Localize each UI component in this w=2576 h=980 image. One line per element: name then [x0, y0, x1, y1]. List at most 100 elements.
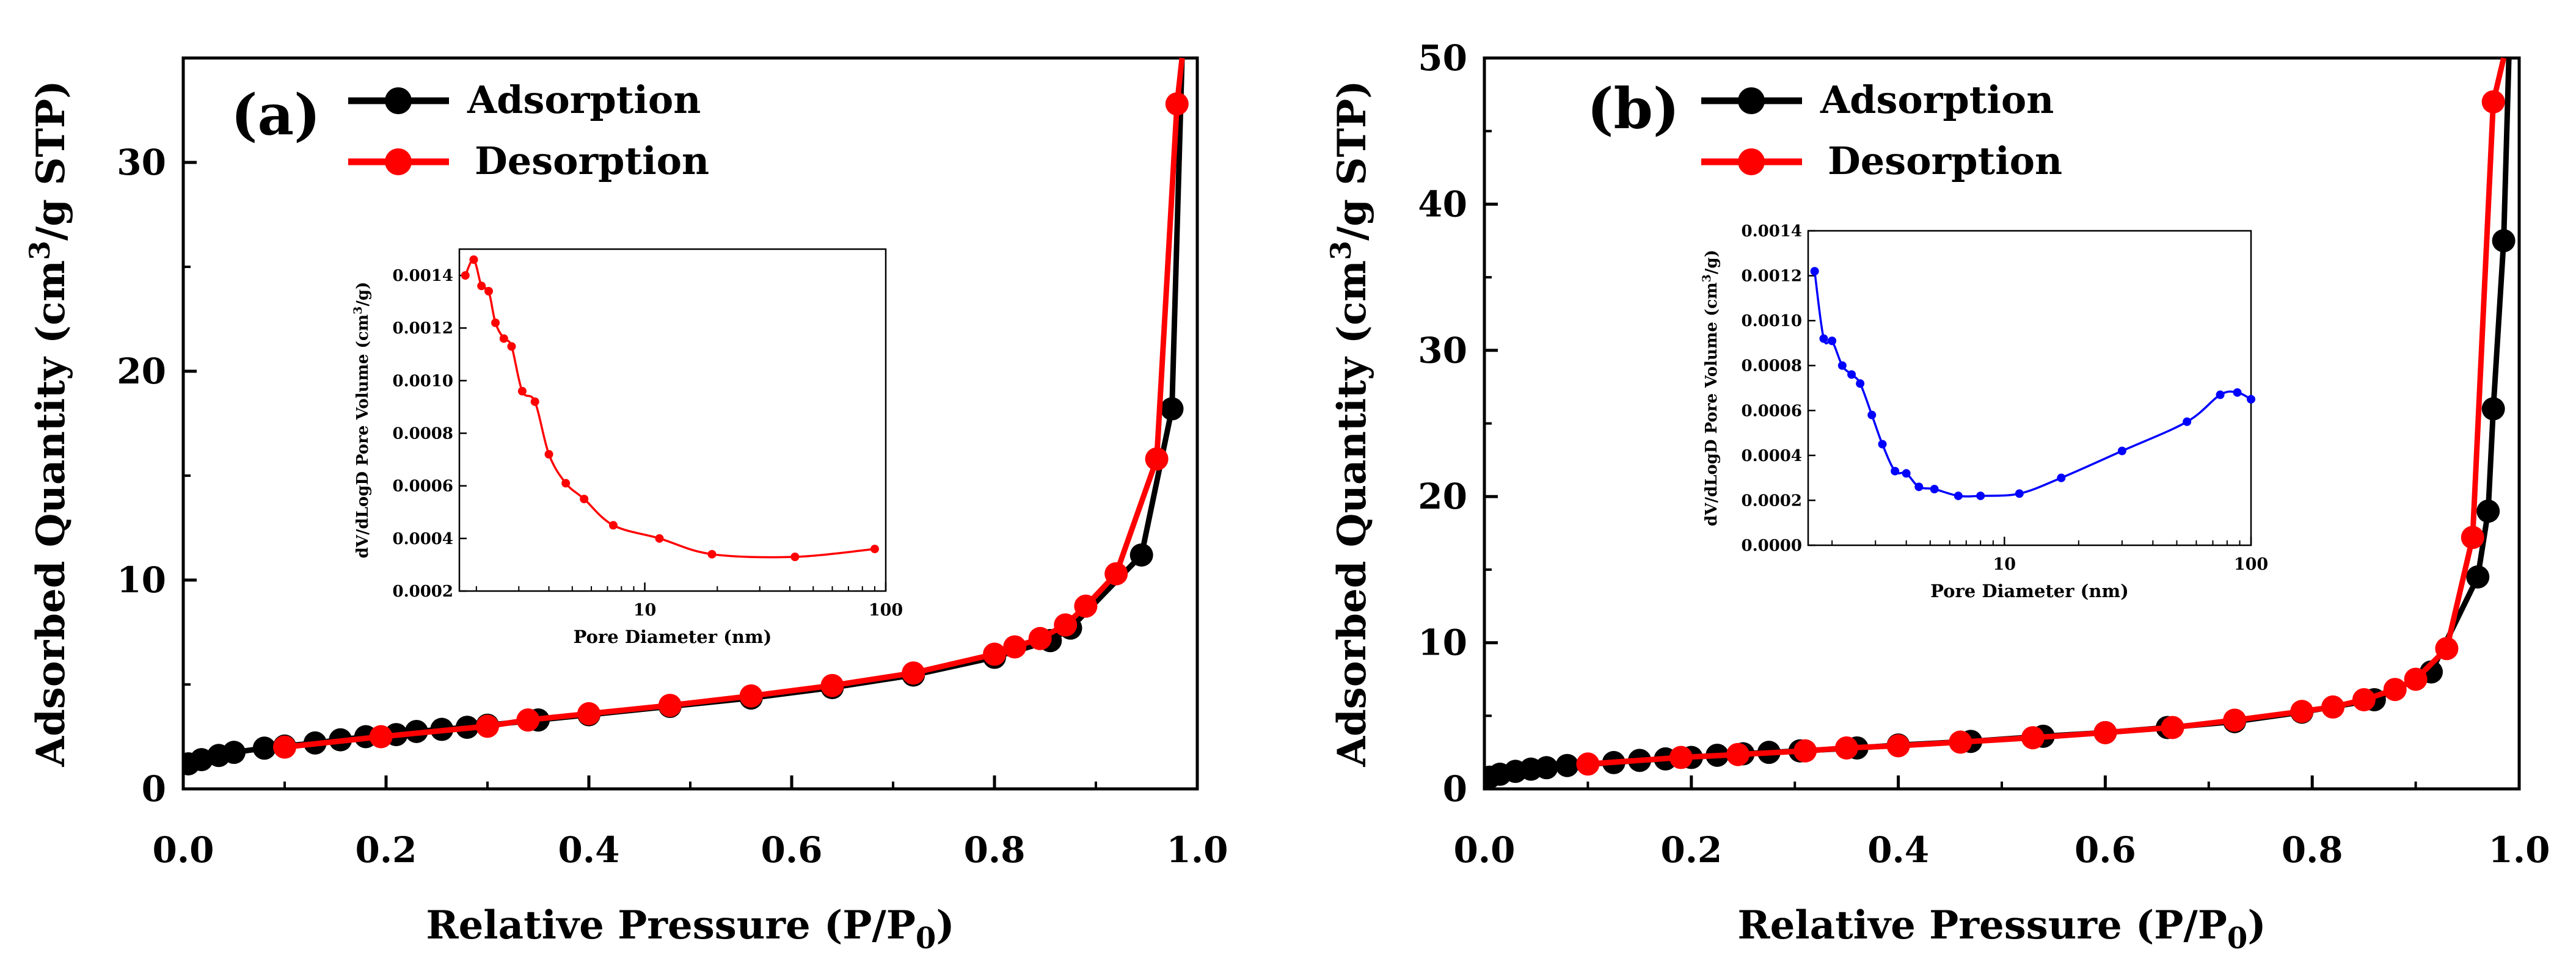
- inset-y-tick-label: 0.0008: [1741, 357, 1802, 376]
- data-point: [222, 741, 246, 764]
- data-point: [2093, 720, 2117, 744]
- chart-panel-b: 0.0 0.2 0.4 0.6 0.8 1.0 0 10 20 30 40 50 Relative Pr…: [1324, 37, 2550, 956]
- inset-x-tick-label: 100: [2234, 555, 2268, 574]
- panel-label: (b): [1587, 76, 1679, 142]
- data-point: [2481, 90, 2505, 114]
- legend-marker: [385, 148, 412, 175]
- x-tick-label: 0.4: [1867, 829, 1929, 871]
- inset-data-point: [1867, 410, 1877, 419]
- inset-y-tick-label: 0.0008: [392, 425, 453, 443]
- inset-data-point: [707, 550, 717, 559]
- data-point: [658, 694, 682, 717]
- data-point: [2223, 708, 2247, 732]
- data-point: [1104, 562, 1128, 586]
- data-point: [1160, 397, 1184, 421]
- inset-y-tick-label: 0.0006: [392, 477, 453, 496]
- data-point: [1555, 753, 1579, 777]
- y-axis-label: Adsorbed Quantity (cm3/g STP): [23, 80, 74, 767]
- inset-data-point: [1930, 485, 1939, 494]
- data-point: [2476, 499, 2500, 523]
- data-point: [1165, 92, 1189, 116]
- data-point: [1834, 736, 1858, 760]
- inset-y-tick-label: 0.0000: [1741, 537, 1802, 555]
- inset-data-point: [1856, 379, 1865, 388]
- data-point: [1576, 752, 1600, 776]
- x-tick-label: 0.0: [1454, 829, 1516, 871]
- inset-x-axis-label: Pore Diameter (nm): [574, 626, 772, 647]
- data-point: [369, 725, 393, 749]
- inset-data-point: [544, 450, 553, 459]
- inset-data-point: [2117, 446, 2126, 456]
- inset-data-point: [1891, 466, 1900, 476]
- y-axis-label: Adsorbed Quantity (cm3/g STP): [1324, 80, 1375, 767]
- legend-marker: [1738, 87, 1765, 114]
- inset-data-point: [580, 495, 589, 504]
- inset-data-point: [2183, 417, 2192, 426]
- data-point: [2352, 688, 2376, 711]
- legend-label: Desorption: [475, 139, 709, 183]
- data-point: [739, 684, 763, 708]
- series-desorption: [273, 57, 1189, 759]
- inset-x-tick-label: 10: [1993, 555, 2016, 574]
- data-point: [1793, 739, 1817, 763]
- inset-data-point: [655, 534, 664, 543]
- data-point: [2161, 716, 2184, 739]
- x-tick-label: 1.0: [1167, 829, 1228, 871]
- x-axis-label: Relative Pressure (P/P0): [426, 902, 954, 956]
- inset-data-point: [1878, 440, 1887, 449]
- inset-data-point: [469, 255, 478, 264]
- data-point: [1669, 746, 1693, 769]
- data-point: [1534, 756, 1558, 780]
- data-point: [1028, 626, 1052, 650]
- inset-frame: [1807, 230, 2252, 546]
- data-point: [2383, 678, 2407, 702]
- x-tick-label: 0.0: [153, 829, 214, 871]
- data-point: [2021, 726, 2045, 750]
- x-tick-label: 0.2: [1660, 829, 1722, 871]
- legend-marker: [385, 87, 412, 114]
- x-tick-label: 1.0: [2489, 829, 2550, 871]
- y-tick-label: 40: [1418, 183, 1467, 225]
- inset-data-point: [507, 342, 516, 351]
- data-point: [2290, 700, 2314, 724]
- legend-label: Desorption: [1828, 139, 2062, 183]
- data-point: [2404, 667, 2428, 691]
- inset-y-tick-label: 0.0004: [1741, 447, 1802, 465]
- inset-data-point: [2216, 390, 2225, 399]
- data-point: [273, 735, 296, 759]
- panel-label: (a): [231, 82, 321, 148]
- inset-data-point: [870, 545, 879, 554]
- inset-y-tick-label: 0.0010: [392, 372, 453, 390]
- data-point: [902, 661, 925, 685]
- data-point: [1129, 543, 1153, 567]
- y-tick-label: 30: [117, 142, 166, 183]
- x-tick-label: 0.8: [964, 829, 1026, 871]
- inset-data-point: [790, 553, 800, 561]
- inset-y-tick-label: 0.0014: [1741, 222, 1802, 241]
- data-point: [1949, 730, 1972, 754]
- inset-data-point: [461, 271, 470, 280]
- data-point: [820, 673, 844, 697]
- x-tick-label: 0.4: [558, 829, 620, 871]
- inset-data-point: [499, 334, 508, 343]
- inset-data-point: [1954, 492, 1963, 501]
- inset-y-axis-label: dV/dLogD Pore Volume (cm3/g): [351, 282, 372, 559]
- data-point: [516, 708, 540, 732]
- inset-y-axis-label: dV/dLogD Pore Volume (cm3/g): [1700, 250, 1721, 526]
- inset-y-tick-label: 0.0012: [392, 319, 453, 338]
- data-point: [2435, 637, 2459, 661]
- data-point: [476, 714, 499, 738]
- inset-data-point: [1828, 336, 1837, 346]
- inset-data-point: [477, 281, 486, 291]
- inset-y-tick-label: 0.0002: [1741, 492, 1802, 510]
- inset-x-tick-label: 10: [633, 601, 657, 620]
- x-tick-label: 0.6: [2074, 829, 2136, 871]
- inset-data-point: [1914, 482, 1924, 492]
- inset-data-point: [484, 286, 494, 296]
- inset-data-point: [561, 479, 571, 488]
- inset-chart: 10 100 0.0000 0.0002 0.0004 0.0006 0.0008 0.001…: [1700, 222, 2268, 601]
- inset-data-point: [1902, 469, 1911, 478]
- legend-marker: [1738, 148, 1765, 175]
- data-point: [2461, 526, 2484, 550]
